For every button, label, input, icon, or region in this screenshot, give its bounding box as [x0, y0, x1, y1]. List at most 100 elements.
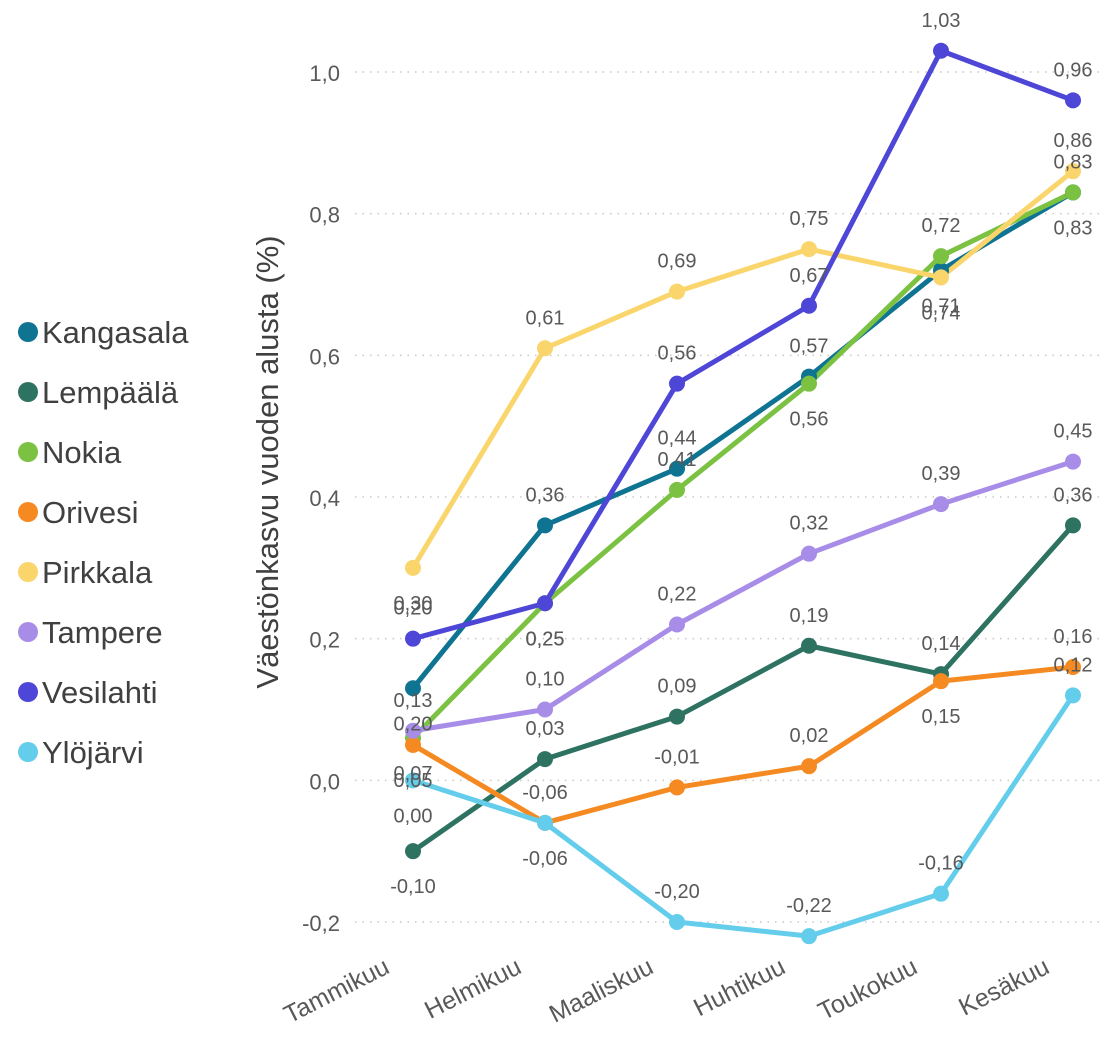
data-point [669, 914, 685, 930]
data-label: 0,61 [526, 307, 565, 329]
series-line-Vesilahti [410, 48, 1076, 642]
legend-item[interactable]: Nokia [18, 422, 189, 482]
y-tick-label: 0,6 [309, 344, 340, 369]
data-label: 0,56 [658, 343, 697, 365]
legend-marker [18, 502, 38, 522]
data-point [1065, 687, 1081, 704]
legend-item[interactable]: Pirkkala [18, 542, 189, 602]
data-point [933, 269, 949, 286]
data-point [669, 708, 685, 725]
legend-item[interactable]: Ylöjärvi [18, 722, 189, 782]
legend-marker [18, 322, 38, 342]
data-label: -0,16 [918, 853, 964, 875]
data-label: 0,83 [1054, 217, 1093, 239]
y-tick-label: 1,0 [309, 61, 340, 86]
legend: Kangasala Lempäälä Nokia Orivesi Pirkkala Tam… [18, 302, 189, 782]
data-point [669, 481, 685, 498]
data-point [1065, 92, 1081, 109]
legend-item[interactable]: Tampere [18, 602, 189, 662]
data-label: 0,83 [1054, 151, 1093, 173]
data-point [933, 673, 949, 690]
legend-item[interactable]: Kangasala [18, 302, 189, 362]
data-label: -0,01 [654, 746, 700, 768]
x-tick-label: Huhtikuu [689, 952, 790, 1022]
data-point [669, 616, 685, 633]
x-tick-label: Maaliskuu [545, 952, 658, 1028]
series-line-Orivesi [410, 664, 1076, 826]
series-points [405, 42, 1081, 945]
legend-item[interactable]: Lempäälä [18, 362, 189, 422]
legend-marker [18, 442, 38, 462]
legend-label: Nokia [42, 434, 122, 470]
data-label: 0,07 [394, 763, 433, 785]
series-line-Tampere [410, 459, 1076, 734]
data-label: 0,22 [658, 584, 697, 606]
x-tick-label: Helmikuu [420, 952, 526, 1024]
data-label: 0,00 [394, 805, 433, 827]
data-point [801, 637, 817, 654]
x-axis-ticks: Tammikuu Helmikuu Maaliskuu Huhtikuu Toukoku… [280, 952, 1054, 1029]
data-label: -0,20 [654, 881, 700, 903]
data-label: 0,45 [1054, 421, 1093, 443]
legend-label: Tampere [42, 614, 163, 650]
data-label: 1,03 [922, 10, 961, 32]
legend-marker [18, 622, 38, 642]
legend-item[interactable]: Vesilahti [18, 662, 189, 722]
data-point [405, 722, 421, 739]
y-axis-label: Väestönkasvu vuoden alusta (%) [250, 235, 285, 688]
data-point [537, 517, 553, 534]
data-label: 0,03 [526, 718, 565, 740]
data-label: 0,13 [394, 690, 433, 712]
data-point [801, 241, 817, 258]
legend-label: Lempäälä [42, 374, 179, 410]
data-point [669, 283, 685, 300]
data-point [801, 297, 817, 314]
legend-marker [18, 682, 38, 702]
series-line-Lempäälä [410, 522, 1076, 854]
legend-marker [18, 562, 38, 582]
data-label: 0,15 [922, 706, 961, 728]
data-point [405, 559, 421, 576]
data-label: 0,41 [658, 449, 697, 471]
legend-marker [18, 382, 38, 402]
data-point [1065, 659, 1081, 675]
data-label: 0,30 [394, 593, 433, 615]
series-line-Ylöjärvi [410, 692, 1076, 939]
series-line-Nokia [410, 189, 1076, 741]
data-point [405, 843, 421, 860]
y-tick-label: -0,2 [302, 911, 340, 936]
data-point [537, 751, 553, 768]
data-label: 0,10 [526, 669, 565, 691]
data-label: 0,44 [658, 428, 697, 450]
data-label: 0,57 [790, 336, 829, 358]
series-line-Pirkkala [410, 168, 1076, 571]
data-label: 0,19 [790, 605, 829, 627]
data-point [537, 340, 553, 357]
data-label: -0,10 [390, 876, 436, 898]
data-label: 0,32 [790, 513, 829, 535]
data-label: 0,12 [1054, 654, 1093, 676]
legend-label: Ylöjärvi [42, 734, 144, 770]
data-label: 0,25 [526, 628, 565, 650]
legend-item[interactable]: Orivesi [18, 482, 189, 542]
data-point [933, 885, 949, 902]
data-label: 0,16 [1054, 626, 1093, 648]
data-label: 0,67 [790, 265, 829, 287]
data-point [537, 595, 553, 612]
data-label: 0,20 [394, 713, 433, 735]
data-point [801, 545, 817, 562]
data-point [933, 42, 949, 59]
y-tick-label: 0,2 [309, 628, 340, 653]
data-label: 0,71 [922, 295, 961, 317]
data-label: 0,75 [790, 208, 829, 230]
data-label: 0,36 [526, 484, 565, 506]
data-label: -0,06 [522, 848, 568, 870]
data-label: 0,09 [658, 676, 697, 698]
data-point [801, 375, 817, 392]
data-label: -0,22 [786, 895, 832, 917]
x-tick-label: Toukokuu [814, 952, 922, 1026]
legend-label: Orivesi [42, 494, 139, 530]
data-point [669, 375, 685, 392]
